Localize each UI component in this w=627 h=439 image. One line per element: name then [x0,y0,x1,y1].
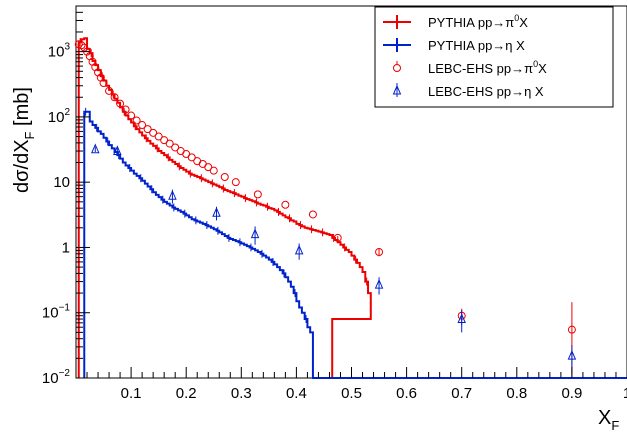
legend-label-sup: 0 [514,13,519,23]
data-point-circle [99,79,108,88]
data-point-circle [187,153,196,162]
y-tick-exponent: −2 [59,368,71,379]
legend-label: LEBC-EHS pp→η X [428,84,544,99]
data-point-triangle [457,313,466,324]
x-tick-label: 0.3 [231,385,252,402]
legend-label-main: LEBC-EHS pp→η X [428,84,544,99]
data-point-circle [308,210,317,219]
legend-label-main: LEBC-EHS pp→π [428,61,533,76]
data-point-circle [204,163,213,172]
data-point-triangle [250,228,260,239]
data-point-circle [231,178,240,187]
data-point-circle [209,166,218,175]
legend-label: LEBC-EHS pp→π0X [428,59,547,76]
x-tick-label: 0.7 [451,385,472,402]
legend-label: PYTHIA pp→π0X [428,13,528,30]
y-tick-base: 10 [42,370,59,387]
data-point-circle [149,128,158,137]
x-tick-label: 0.1 [121,385,142,402]
data-point-circle [132,116,141,125]
x-tick-label: 0.6 [396,385,417,402]
x-tick-label: 0.8 [506,385,527,402]
data-point-circle [333,233,342,242]
data-point-circle [143,125,152,134]
x-tick-label: 0.9 [561,385,582,402]
x-axis-title-sub: F [611,418,619,433]
y-tick-base: 10 [42,305,59,322]
histogram-layer [77,37,627,379]
histogram-series [77,37,627,379]
y-axis-title-unit: [mb] [11,87,33,131]
data-point-triangle [113,145,122,156]
data-point-circle [77,41,86,50]
data-point-triangle [91,143,100,154]
data-point-circle [127,111,136,120]
y-tick-label: 10−2 [42,368,71,387]
data-point-circle [253,190,262,199]
x-tick-label: 0.2 [176,385,197,402]
points-layer [74,40,577,378]
x-axis-title-main: X [598,407,611,429]
legend-box [374,6,614,108]
y-tick-label: 10 [53,174,70,191]
y-tick-base: 10 [48,44,65,61]
data-point-circle [154,132,163,141]
data-point-circle [567,325,576,334]
y-axis-title: dσ/dXF [mb] [11,87,37,193]
y-axis-title-main: dσ/dX [11,139,33,193]
histogram-series [83,110,627,379]
y-tick-exponent: 2 [64,107,70,118]
data-point-triangle [294,244,304,255]
y-tick-label: 102 [48,107,71,126]
y-tick-exponent: 3 [64,42,70,53]
legend-label: PYTHIA pp→η X [428,38,525,53]
data-point-circle [220,173,229,182]
data-point-triangle [567,349,577,360]
legend-label-main: PYTHIA pp→η X [428,38,525,53]
y-tick-label: 103 [48,42,71,61]
data-point-circle [110,93,119,102]
data-point-triangle [374,278,384,289]
x-axis-ticks: 0.1 0.2 0.3 0.4 0.5 0.6 0.7 0.8 0.9 1 [86,367,627,402]
data-point-circle [171,143,180,152]
data-point-circle [375,248,384,257]
data-point-circle [121,105,130,114]
data-point-circle [116,99,125,108]
x-tick-label: 0.4 [286,385,307,402]
data-point-triangle [212,207,221,217]
legend-label-end: X [538,61,547,76]
data-point-triangle [168,189,177,200]
data-point-circle [138,121,147,130]
y-tick-exponent: −1 [59,303,71,314]
y-tick-label: 1 [62,239,70,256]
x-tick-label: 1 [623,385,627,402]
data-point-circle [281,200,290,209]
data-point-circle [105,86,114,95]
data-point-circle [165,139,174,148]
x-axis-title: XF [598,407,619,433]
y-tick-base: 10 [48,109,65,126]
legend-label-end: X [519,15,528,30]
y-axis-title-sub: F [22,131,37,139]
legend-label-sup: 0 [533,59,538,69]
legend-label-main: PYTHIA pp→π [428,15,514,30]
x-tick-label: 0.5 [341,385,362,402]
y-tick-label: 10−1 [42,303,71,322]
